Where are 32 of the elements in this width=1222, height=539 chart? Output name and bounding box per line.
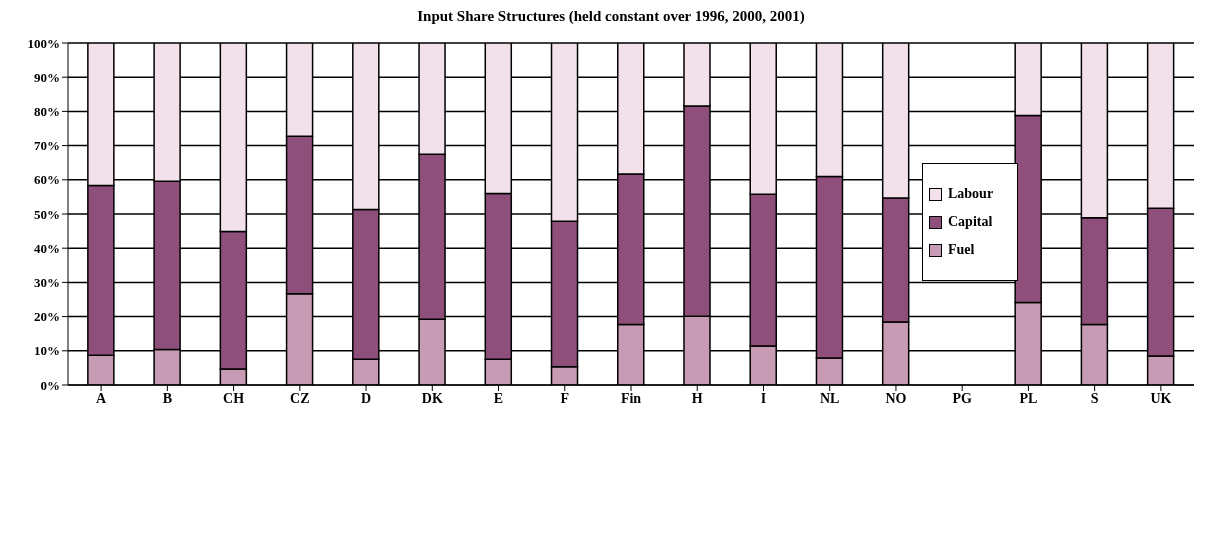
x-tick-label: CZ [290, 390, 310, 406]
x-tick-label: PL [1019, 390, 1038, 406]
legend-label: Fuel [948, 242, 975, 258]
y-tick-label: 10% [34, 343, 60, 359]
x-tick-label: H [691, 390, 703, 406]
y-tick-label: 0% [40, 377, 60, 393]
x-tick-label: Fin [620, 390, 642, 406]
y-tick-label: 80% [34, 104, 60, 120]
x-tick-label: A [96, 390, 108, 406]
x-tick-label: F [560, 390, 570, 406]
x-tick-label: D [361, 390, 372, 406]
x-tick-label: PG [952, 390, 972, 406]
x-tick-label: NO [885, 390, 907, 406]
y-tick-label: 70% [34, 138, 60, 154]
x-tick-label: NL [819, 390, 840, 406]
x-tick-label: B [162, 390, 173, 406]
x-tick-label: DK [421, 390, 443, 406]
x-tick-label: I [760, 390, 767, 406]
y-tick-label: 50% [34, 206, 60, 222]
y-tick-label: 40% [34, 240, 60, 256]
x-tick-label: UK [1150, 390, 1172, 406]
x-tick-label: S [1090, 390, 1099, 406]
legend-label: Labour [948, 186, 994, 202]
chart-title: Input Share Structures (held constant over 1996, 2000, 2001) [416, 8, 806, 25]
legend-label: Capital [948, 214, 993, 230]
x-tick-label: E [493, 390, 504, 406]
y-tick-label: 20% [34, 309, 60, 325]
x-tick-label: CH [223, 390, 245, 406]
y-tick-label: 90% [34, 69, 60, 85]
y-tick-label: 100% [27, 35, 60, 51]
y-tick-label: 30% [34, 275, 60, 291]
y-tick-label: 60% [34, 172, 60, 188]
